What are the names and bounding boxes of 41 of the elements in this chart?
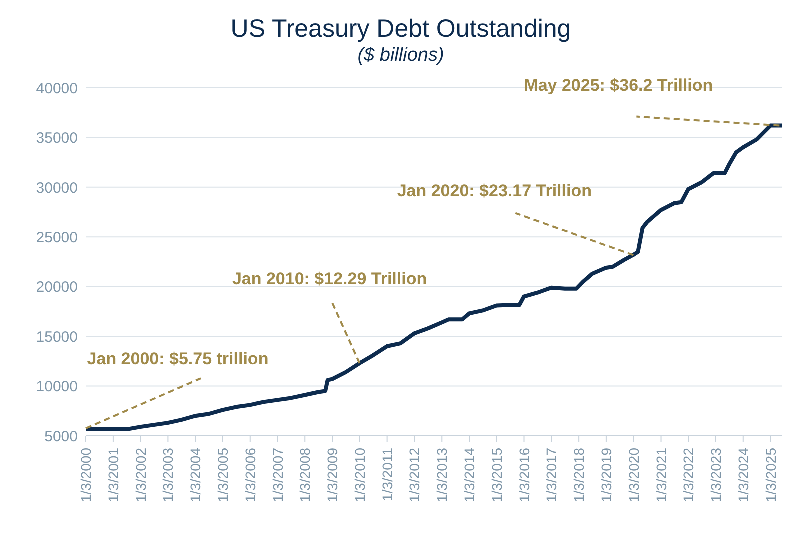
y-tick-label: 30000	[36, 180, 78, 197]
x-tick-label: 1/3/2025	[762, 448, 779, 502]
x-tick-label: 1/3/2010	[352, 448, 368, 502]
annotation: Jan 2020: $23.17 Trillion	[397, 181, 592, 200]
y-tick-label: 15000	[36, 328, 78, 346]
y-tick-label: 35000	[36, 130, 78, 148]
y-tick-label: 20000	[36, 279, 78, 296]
x-tick-label: 1/3/2021	[653, 448, 670, 502]
annotation: Jan 2000: $5.75 trillion	[87, 350, 269, 369]
x-tick-label: 1/3/2005	[215, 448, 232, 502]
annotation: Jan 2010: $12.29 Trillion	[232, 270, 428, 289]
x-tick-label: 1/3/2013	[434, 448, 450, 502]
x-tick-label: 1/3/2018	[571, 448, 588, 502]
x-tick-label: 1/3/2023	[708, 448, 724, 502]
y-tick-label: 10000	[36, 378, 78, 396]
y-tick-label: 5000	[44, 428, 78, 446]
x-tick-label: 1/3/2016	[516, 448, 532, 502]
y-tick-label: 40000	[36, 80, 78, 98]
x-tick-label: 1/3/2009	[324, 448, 341, 502]
x-tick-label: 1/3/2003	[160, 448, 176, 502]
x-tick-label: 1/3/2000	[78, 448, 94, 502]
x-tick-label: 1/3/2004	[188, 448, 204, 502]
x-tick-label: 1/3/2022	[680, 448, 697, 502]
annotation: May 2025: $36.2 Trillion	[524, 76, 714, 95]
x-tick-label: 1/3/2007	[270, 448, 286, 502]
x-tick-label: 1/3/2002	[132, 448, 149, 502]
x-tick-label: 1/3/2001	[105, 448, 122, 502]
chart-title: US Treasury Debt Outstanding	[230, 14, 572, 44]
y-tick-label: 25000	[36, 229, 78, 246]
x-tick-label: 1/3/2020	[626, 448, 642, 502]
x-tick-label: 1/3/2024	[735, 448, 752, 502]
x-tick-label: 1/3/2017	[544, 448, 560, 502]
x-tick-label: 1/3/2006	[242, 448, 258, 502]
x-tick-label: 1/3/2019	[598, 448, 614, 502]
x-tick-label: 1/3/2014	[462, 448, 478, 502]
line-series	[86, 124, 782, 432]
x-tick-label: 1/3/2008	[297, 448, 314, 502]
x-tick-label: 1/3/2015	[488, 448, 505, 502]
x-tick-label: 1/3/2011	[379, 448, 396, 502]
x-tick-label: 1/3/2012	[406, 448, 423, 502]
chart-subtitle: ($ billions)	[356, 44, 446, 68]
